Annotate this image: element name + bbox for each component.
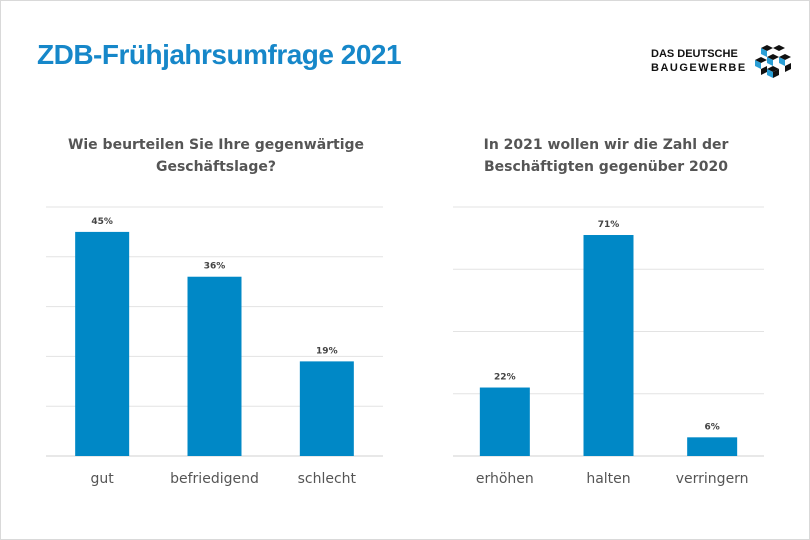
category-label: schlecht	[298, 471, 357, 487]
bar-gut	[75, 231, 130, 456]
logo-line2: BAUGEWERBE	[651, 62, 747, 74]
data-label: 6%	[705, 422, 720, 432]
bar-befriedigend	[187, 276, 242, 456]
chart-2: 22% erhöhen 71% halten 6% verringern	[453, 206, 764, 487]
bar-verringern	[687, 437, 738, 456]
logo: DAS DEUTSCHE BAUGEWERBE	[651, 43, 791, 79]
chart-2-title-line2: Beschäftigten gegenüber 2020	[483, 159, 729, 175]
chart-2-title-line1: In 2021 wollen wir die Zahl der	[483, 137, 729, 153]
logo-line1: DAS DEUTSCHE	[651, 48, 738, 60]
page-title: ZDB-Frühjahrsumfrage 2021	[37, 39, 402, 70]
chart-1: 45% gut 36% befriedigend 19% schlecht	[46, 206, 383, 487]
logo-text: DAS DEUTSCHE BAUGEWERBE	[651, 47, 747, 75]
data-label: 71%	[598, 220, 620, 230]
chart-1-title-line1: Wie beurteilen Sie Ihre gegenwärtige	[67, 137, 365, 153]
category-label: halten	[586, 471, 630, 487]
data-label: 36%	[204, 262, 226, 272]
chart-1-title: Wie beurteilen Sie Ihre gegenwärtige Ges…	[41, 134, 391, 178]
category-label: erhöhen	[476, 471, 534, 487]
data-label: 45%	[91, 217, 113, 227]
category-label: gut	[91, 471, 115, 487]
bar-halten	[583, 235, 634, 456]
cubes-logo-icon	[754, 45, 791, 78]
data-label: 19%	[316, 346, 338, 356]
data-label: 22%	[494, 373, 516, 383]
bar-erhöhen	[479, 387, 530, 456]
category-label: verringern	[676, 471, 749, 487]
chart-1-title-line2: Geschäftslage?	[155, 159, 277, 175]
bar-schlecht	[299, 361, 354, 456]
category-label: befriedigend	[170, 471, 259, 487]
chart-2-title: In 2021 wollen wir die Zahl der Beschäft…	[441, 134, 771, 178]
